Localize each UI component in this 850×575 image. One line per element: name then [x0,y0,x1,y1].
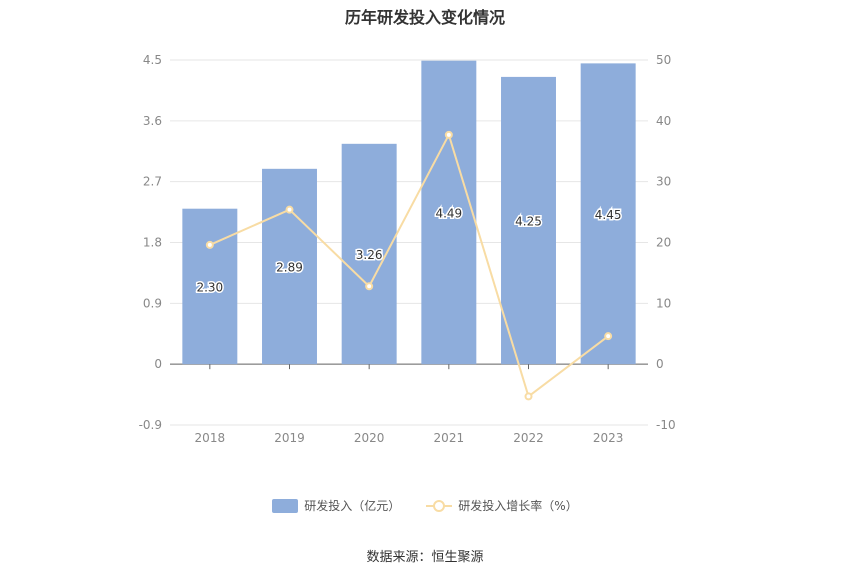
legend-bar-label: 研发投入（亿元） [304,499,401,513]
x-tick-label: 2021 [434,431,465,445]
y-left-tick-label: 0.9 [143,296,162,310]
bar [262,168,317,365]
growth-point [524,392,533,401]
growth-point [285,205,294,214]
bar-value-label: 3.26 [356,248,383,262]
legend-line-swatch [426,499,453,513]
bar [182,208,238,365]
bar-value-label: 4.49 [435,206,462,220]
y-right-tick-label: 30 [656,175,671,189]
x-tick-label: 2023 [593,431,624,445]
y-right-tick-label: 20 [656,236,671,250]
x-tick-label: 2022 [513,431,544,445]
y-left-tick-label: 4.5 [143,53,162,67]
x-tick-label: 2018 [195,431,226,445]
x-tick-label: 2019 [274,431,305,445]
bar-value-label: 4.45 [595,208,622,222]
y-left-tick-label: 0 [154,357,162,371]
legend-line-label: 研发投入增长率（%） [458,499,578,513]
y-right-tick-label: -10 [656,418,676,432]
y-left-tick-label: 2.7 [143,175,162,189]
y-right-tick-label: 40 [656,114,671,128]
growth-point [205,240,214,249]
y-left-tick-label: -0.9 [139,418,162,432]
x-tick-label: 2020 [354,431,385,445]
y-right-tick-label: 50 [656,53,671,67]
growth-line [209,132,609,399]
growth-point [604,332,613,341]
chart-plot: -0.9 0 0.9 1.8 2.7 3.6 4.5 -10 0 10 20 30 40 50 2018 20… [139,53,676,445]
bar-value-label: 2.30 [196,280,223,294]
legend-bar-swatch [272,498,299,513]
source-note: 数据来源：恒生聚源 [366,550,484,565]
y-right-tick-label: 0 [656,357,664,371]
bar [580,63,636,365]
legend-item-bar[interactable]: 研发投入（亿元） [272,497,400,514]
y-left-tick-label: 3.6 [143,114,162,128]
bar [501,76,556,365]
bar [421,60,477,365]
bar-value-label: 4.25 [515,215,542,229]
chart-title: 历年研发投入变化情况 [344,8,505,27]
growth-point [444,130,453,139]
legend-item-line[interactable]: 研发投入增长率（%） [426,497,578,514]
y-left-tick-label: 1.8 [143,236,162,250]
bar [341,143,397,365]
bar-value-label: 2.89 [276,260,303,274]
y-right-tick-label: 10 [656,296,671,310]
growth-point [365,282,374,291]
chart-legend: 研发投入（亿元） 研发投入增长率（%） [0,497,850,514]
